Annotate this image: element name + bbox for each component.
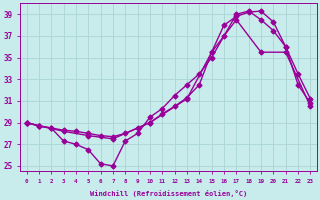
- X-axis label: Windchill (Refroidissement éolien,°C): Windchill (Refroidissement éolien,°C): [90, 190, 247, 197]
